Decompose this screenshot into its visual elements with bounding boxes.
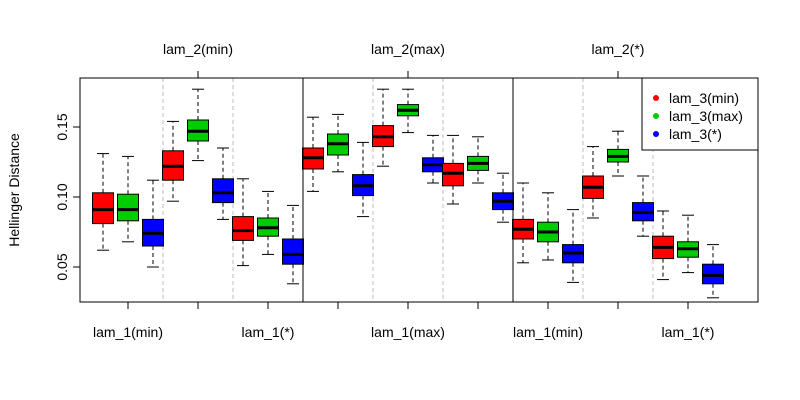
y-tick-label: 0.05 (54, 253, 70, 280)
box-4-1 (302, 116, 324, 192)
legend-label: lam_3(*) (669, 126, 722, 142)
x-tick-label: lam_1(min) (513, 324, 583, 340)
box-7-1 (512, 182, 534, 264)
x-tick-label: lam_1(*) (242, 324, 295, 340)
box-5-2 (397, 88, 419, 134)
box-4-2 (327, 113, 349, 173)
legend-marker (653, 95, 659, 101)
box-body (117, 193, 139, 222)
box-8-1 (582, 146, 604, 219)
top-tick-label: lam_2(max) (371, 41, 445, 57)
box-6-3 (492, 172, 514, 223)
box-9-2 (677, 214, 699, 274)
box-6-2 (467, 136, 489, 184)
x-tick-label: lam_1(*) (662, 324, 715, 340)
x-tick-label: lam_1(max) (371, 324, 445, 340)
top-tick-label: lam_2(min) (163, 41, 233, 57)
box-9-1 (652, 210, 674, 281)
x-tick-label: lam_1(min) (93, 324, 163, 340)
box-3-3 (282, 204, 304, 285)
legend-box (641, 77, 759, 151)
box-9-3 (702, 244, 724, 299)
box-5-1 (372, 88, 394, 167)
frame-layer (79, 77, 759, 303)
box-body (282, 238, 304, 265)
y-axis-label: Hellinger Distance (6, 133, 22, 247)
box-1-3 (142, 179, 164, 268)
legend-label: lam_3(min) (669, 90, 739, 106)
y-tick-label: 0.15 (54, 113, 70, 140)
box-layer (92, 88, 724, 299)
box-1-2 (117, 155, 139, 243)
box-2-2 (187, 88, 209, 162)
box-1-1 (92, 153, 114, 251)
legend: lam_3(min) lam_3(max) lam_3(*) (641, 77, 759, 151)
box-3-1 (232, 178, 254, 267)
box-body (232, 216, 254, 241)
legend-label: lam_3(max) (669, 108, 743, 124)
box-3-2 (257, 190, 279, 255)
axis-layer: 0.05 0.10 0.15 lam_1(min) lam_1(*) lam_1(max)… (54, 41, 714, 340)
plot-frame (79, 77, 759, 303)
box-2-1 (162, 120, 184, 202)
box-7-3 (562, 209, 584, 283)
box-body (212, 178, 234, 204)
box-8-3 (632, 175, 654, 237)
box-6-1 (442, 134, 464, 205)
legend-marker (653, 131, 659, 137)
box-8-2 (607, 130, 629, 177)
box-7-2 (537, 192, 559, 261)
top-tick-label: lam_2(*) (592, 41, 645, 57)
box-2-3 (212, 147, 234, 220)
y-tick-label: 0.10 (54, 183, 70, 210)
legend-marker (653, 113, 659, 119)
box-4-3 (352, 141, 374, 218)
